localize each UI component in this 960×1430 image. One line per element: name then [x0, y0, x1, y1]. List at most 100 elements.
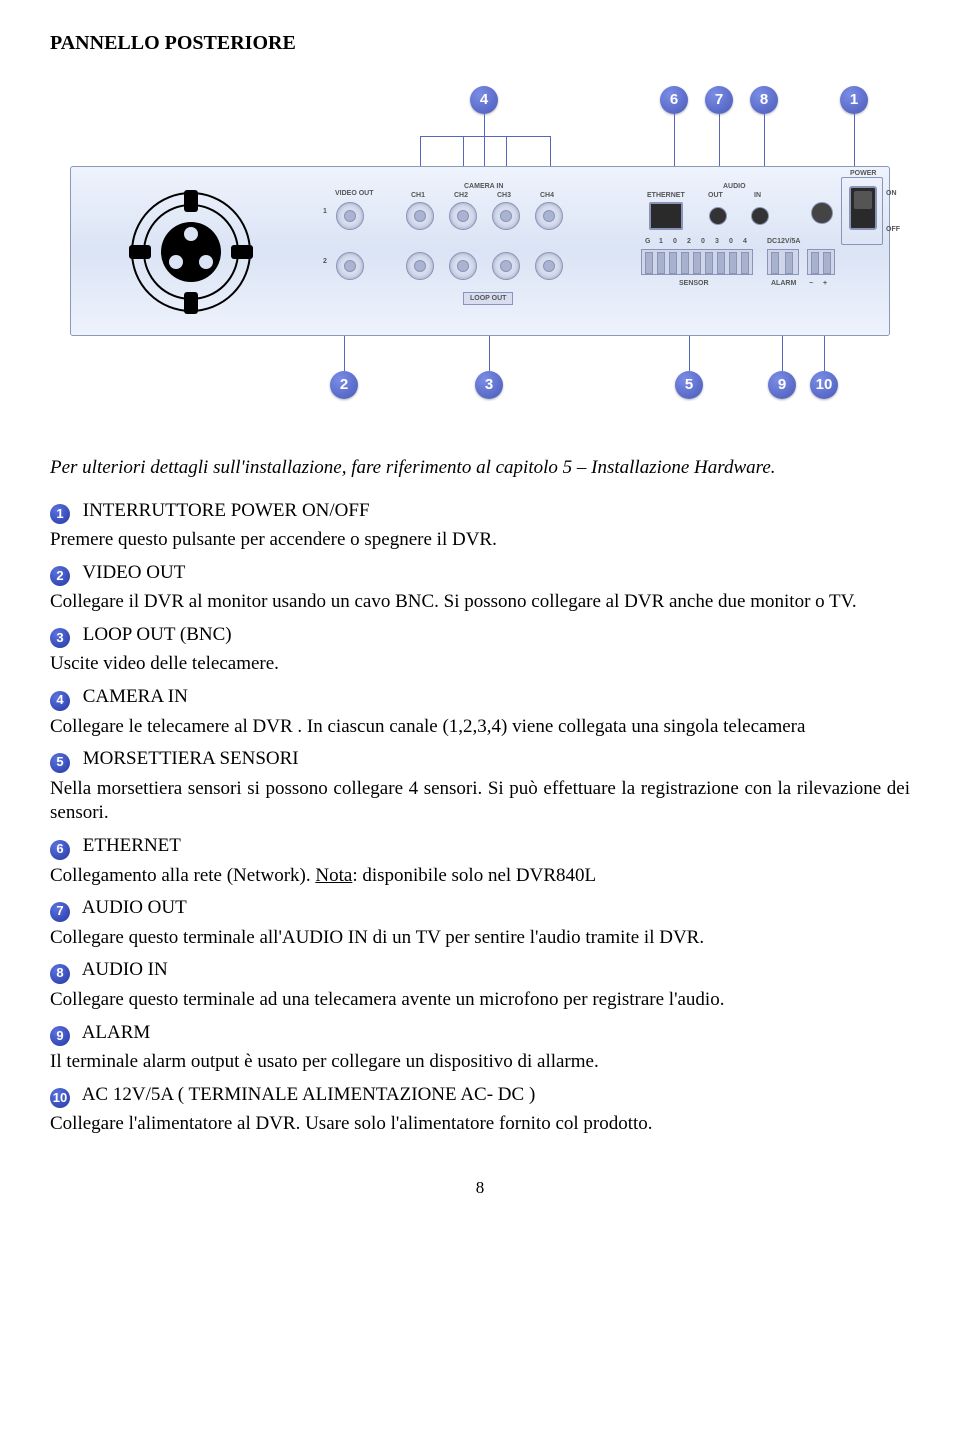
item-title: INTERRUTTORE POWER ON/OFF: [78, 500, 370, 521]
label-n0-c: 0: [729, 237, 733, 246]
fan-icon: [131, 192, 251, 312]
callout-2: 2: [330, 371, 358, 399]
callout-8: 8: [750, 86, 778, 114]
label-sensor: SENSOR: [679, 279, 709, 288]
item-badge: 2: [50, 566, 70, 586]
label-ch1: CH1: [411, 191, 425, 200]
item-title: AUDIO IN: [78, 959, 168, 980]
items-list: 1 INTERRUTTORE POWER ON/OFF Premere quest…: [50, 499, 910, 1137]
audio-in-jack: [751, 207, 769, 225]
label-g: G: [645, 237, 650, 246]
item-2: 2 VIDEO OUT: [50, 561, 910, 586]
label-minus: −: [809, 279, 813, 288]
sensor-terminal: [641, 249, 753, 275]
bnc-loop-1: [406, 252, 434, 280]
callout-7: 7: [705, 86, 733, 114]
item-7: 7 AUDIO OUT: [50, 896, 910, 921]
bnc-ch1: [406, 202, 434, 230]
bnc-ch3: [492, 202, 520, 230]
item-3: 3 LOOP OUT (BNC): [50, 623, 910, 648]
bnc-video-out-1: [336, 202, 364, 230]
callout-5: 5: [675, 371, 703, 399]
item-badge: 3: [50, 628, 70, 648]
label-n1: 1: [659, 237, 663, 246]
item-desc: Collegare questo terminale all'AUDIO IN …: [50, 926, 910, 951]
item-desc: Collegare le telecamere al DVR . In cias…: [50, 715, 910, 740]
bnc-loop-4: [535, 252, 563, 280]
item-desc: Collegare questo terminale ad una teleca…: [50, 988, 910, 1013]
bnc-loop-3: [492, 252, 520, 280]
label-audio: AUDIO: [723, 182, 746, 191]
item-badge: 10: [50, 1088, 70, 1108]
label-n0-a: 0: [673, 237, 677, 246]
ethernet-port: [649, 202, 683, 230]
label-ethernet: ETHERNET: [647, 191, 685, 200]
item-badge: 4: [50, 691, 70, 711]
item-title: CAMERA IN: [78, 686, 188, 707]
item-badge: 6: [50, 840, 70, 860]
item-badge: 5: [50, 753, 70, 773]
item-title: AUDIO OUT: [78, 897, 187, 918]
item-5: 5 MORSETTIERA SENSORI: [50, 747, 910, 772]
item-title: VIDEO OUT: [78, 562, 185, 583]
item-desc: Collegare il DVR al monitor usando un ca…: [50, 590, 910, 615]
item-8: 8 AUDIO IN: [50, 958, 910, 983]
item-desc: Collegare l'alimentatore al DVR. Usare s…: [50, 1112, 910, 1137]
label-2: 2: [323, 257, 327, 266]
label-power: POWER: [850, 169, 876, 178]
item-desc: Premere questo pulsante per accendere o …: [50, 528, 910, 553]
callout-10: 10: [810, 371, 838, 399]
label-ch4: CH4: [540, 191, 554, 200]
callout-6: 6: [660, 86, 688, 114]
label-loop-out: LOOP OUT: [463, 292, 513, 305]
label-camera-in: CAMERA IN: [464, 182, 503, 191]
item-badge: 8: [50, 964, 70, 984]
label-audio-in: IN: [754, 191, 761, 200]
item-4: 4 CAMERA IN: [50, 685, 910, 710]
label-audio-out: OUT: [708, 191, 723, 200]
label-dc: DC12V/5A: [767, 237, 800, 246]
section-title: PANNELLO POSTERIORE: [50, 30, 910, 56]
callout-3: 3: [475, 371, 503, 399]
bnc-video-out-2: [336, 252, 364, 280]
item-desc: Nella morsettiera sensori si possono col…: [50, 777, 910, 826]
bnc-ch4: [535, 202, 563, 230]
power-frame: POWER: [841, 177, 883, 245]
dc-jack: [811, 202, 833, 224]
item-desc: Collegamento alla rete (Network). Nota: …: [50, 864, 910, 889]
bnc-loop-2: [449, 252, 477, 280]
callout-4: 4: [470, 86, 498, 114]
item-title: AC 12V/5A ( TERMINALE ALIMENTAZIONE AC- …: [78, 1084, 535, 1105]
label-1: 1: [323, 207, 327, 216]
callout-1: 1: [840, 86, 868, 114]
item-1: 1 INTERRUTTORE POWER ON/OFF: [50, 499, 910, 524]
label-n2: 2: [687, 237, 691, 246]
item-title: ETHERNET: [78, 835, 181, 856]
item-title: ALARM: [78, 1022, 150, 1043]
item-desc: Il terminale alarm output è usato per co…: [50, 1050, 910, 1075]
label-off: OFF: [886, 225, 900, 234]
device-body: VIDEO OUT 1 2 CAMERA IN CH1 CH2 CH3 CH4 …: [70, 166, 890, 336]
label-video-out: VIDEO OUT: [335, 189, 374, 198]
label-plus: +: [823, 279, 827, 288]
label-n4: 4: [743, 237, 747, 246]
item-badge: 1: [50, 504, 70, 524]
dc-terminal: [807, 249, 835, 275]
item-6: 6 ETHERNET: [50, 834, 910, 859]
callout-9: 9: [768, 371, 796, 399]
item-desc: Uscite video delle telecamere.: [50, 652, 910, 677]
audio-out-jack: [709, 207, 727, 225]
item-9: 9 ALARM: [50, 1021, 910, 1046]
page-number: 8: [50, 1177, 910, 1199]
label-n3: 3: [715, 237, 719, 246]
label-ch2: CH2: [454, 191, 468, 200]
label-alarm: ALARM: [771, 279, 796, 288]
item-badge: 9: [50, 1026, 70, 1046]
bnc-ch2: [449, 202, 477, 230]
label-ch3: CH3: [497, 191, 511, 200]
intro-text: Per ulteriori dettagli sull'installazion…: [50, 456, 910, 481]
item-title: MORSETTIERA SENSORI: [78, 748, 299, 769]
item-title: LOOP OUT (BNC): [78, 624, 232, 645]
label-on: ON: [886, 189, 897, 198]
label-n0-b: 0: [701, 237, 705, 246]
